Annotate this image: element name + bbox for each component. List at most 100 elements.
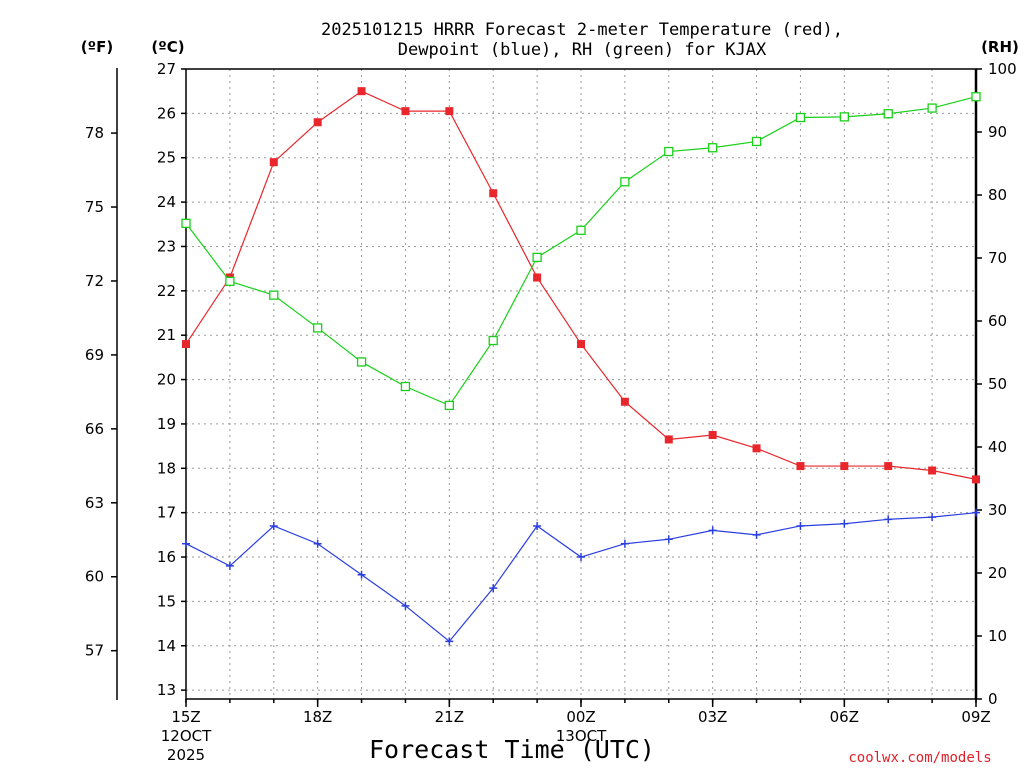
temperature-point <box>884 462 893 471</box>
unit-celsius: (ºC) <box>151 38 184 56</box>
fahrenheit-tick-label: 69 <box>85 346 104 364</box>
celsius-tick-label: 22 <box>157 282 176 300</box>
chart-title-line-2: Dewpoint (blue), RH (green) for KJAX <box>398 40 767 60</box>
rh-tick-label: 70 <box>988 249 1007 267</box>
dewpoint-point <box>708 526 717 535</box>
rh-point <box>356 357 367 367</box>
dewpoint-point <box>752 530 761 539</box>
dewpoint-point <box>884 515 893 524</box>
celsius-tick-label: 14 <box>157 637 176 655</box>
celsius-tick-label: 18 <box>157 459 176 477</box>
rh-tick-label: 100 <box>988 60 1017 78</box>
temperature-point <box>489 189 498 198</box>
rh-tick-label: 90 <box>988 123 1007 141</box>
rh-point <box>400 381 411 392</box>
dewpoint-point <box>928 513 937 522</box>
temperature-point <box>182 340 190 349</box>
dewpoint-point <box>972 508 980 517</box>
rh-point <box>532 252 542 263</box>
rh-point <box>488 335 498 346</box>
rh-point <box>620 177 630 187</box>
celsius-tick-label: 15 <box>157 592 176 610</box>
rh-point <box>313 323 323 333</box>
temperature-point <box>269 158 278 167</box>
dewpoint-point <box>533 521 542 530</box>
rh-point <box>795 112 806 123</box>
fahrenheit-tick-label: 63 <box>85 494 104 512</box>
rh-line <box>185 96 977 407</box>
fahrenheit-tick-label: 60 <box>85 568 104 586</box>
dewpoint-point <box>182 539 190 548</box>
temperature-point <box>796 462 805 471</box>
temperature-point <box>752 444 761 453</box>
credit-text: coolwx.com/models <box>848 750 991 766</box>
dewpoint-point <box>445 637 454 646</box>
temperature-point <box>445 107 454 116</box>
x-tick-label: 21Z <box>435 708 464 726</box>
chart-title-line-1: 2025101215 HRRR Forecast 2-meter Tempera… <box>321 20 843 40</box>
rh-point <box>927 103 937 113</box>
rh-tick-label: 10 <box>988 627 1007 645</box>
temperature-point <box>840 462 849 471</box>
celsius-tick-label: 27 <box>157 60 176 78</box>
temperature-point <box>401 107 410 116</box>
rh-point <box>751 136 762 147</box>
dewpoint-point <box>796 521 805 530</box>
fahrenheit-tick-label: 78 <box>85 124 104 142</box>
rh-point <box>664 146 674 157</box>
celsius-tick-label: 16 <box>157 548 176 566</box>
temperature-point <box>972 475 980 484</box>
fahrenheit-tick-label: 57 <box>85 642 104 660</box>
rh-tick-label: 80 <box>988 186 1007 204</box>
rh-point <box>181 218 191 229</box>
dewpoint-point <box>620 539 629 548</box>
celsius-tick-label: 26 <box>157 104 176 122</box>
rh-tick-label: 60 <box>988 312 1007 330</box>
rh-point <box>444 400 454 411</box>
fahrenheit-tick-label: 72 <box>85 272 104 290</box>
celsius-tick-label: 20 <box>157 371 176 389</box>
dewpoint-point <box>664 535 673 544</box>
temperature-point <box>928 466 937 475</box>
x-axis-label: Forecast Time (UTC) <box>369 735 655 764</box>
dewpoint-point <box>401 601 410 610</box>
celsius-tick-label: 21 <box>157 326 176 344</box>
dewpoint-point <box>313 539 322 548</box>
rh-tick-label: 40 <box>988 438 1007 456</box>
temperature-point <box>577 340 585 349</box>
x-tick-label: 06Z <box>830 708 859 726</box>
unit-fahrenheit: (ºF) <box>81 38 113 56</box>
celsius-tick-label: 19 <box>157 415 176 433</box>
rh-tick-label: 50 <box>988 375 1007 393</box>
celsius-tick-label: 25 <box>157 149 176 167</box>
celsius-tick-label: 23 <box>157 237 176 255</box>
rh-point <box>883 109 893 119</box>
rh-tick-label: 0 <box>988 690 998 708</box>
celsius-tick-label: 17 <box>157 504 176 522</box>
rh-tick-label: 20 <box>988 564 1007 582</box>
rh-tick-label: 30 <box>988 501 1007 519</box>
x-tick-label: 09Z <box>961 708 990 726</box>
fahrenheit-tick-label: 75 <box>85 198 104 216</box>
celsius-tick-label: 24 <box>157 193 176 211</box>
x-tick-label: 00Z <box>566 708 595 726</box>
rh-point <box>971 92 981 102</box>
temperature-point <box>664 435 673 444</box>
dewpoint-point <box>577 553 585 562</box>
dewpoint-point <box>269 521 278 530</box>
rh-point <box>708 143 718 153</box>
rh-point <box>576 225 586 235</box>
axes-layer: 13 14 15 16 17 18 19 20 21 22 23 24 25 26 27 57 60 63 66 69… <box>85 60 1017 764</box>
rh-point <box>269 290 279 300</box>
rh-point <box>225 276 235 286</box>
x-tick-label: 15Z <box>171 708 200 726</box>
rh-point <box>839 112 849 122</box>
x-tick-date: 13OCT <box>556 727 607 745</box>
x-tick-label: 03Z <box>698 708 727 726</box>
x-tick-date: 12OCT <box>161 727 212 745</box>
grid-layer <box>185 68 977 699</box>
dewpoint-point <box>225 561 234 570</box>
x-tick-label: 18Z <box>303 708 332 726</box>
temperature-point <box>708 431 717 440</box>
